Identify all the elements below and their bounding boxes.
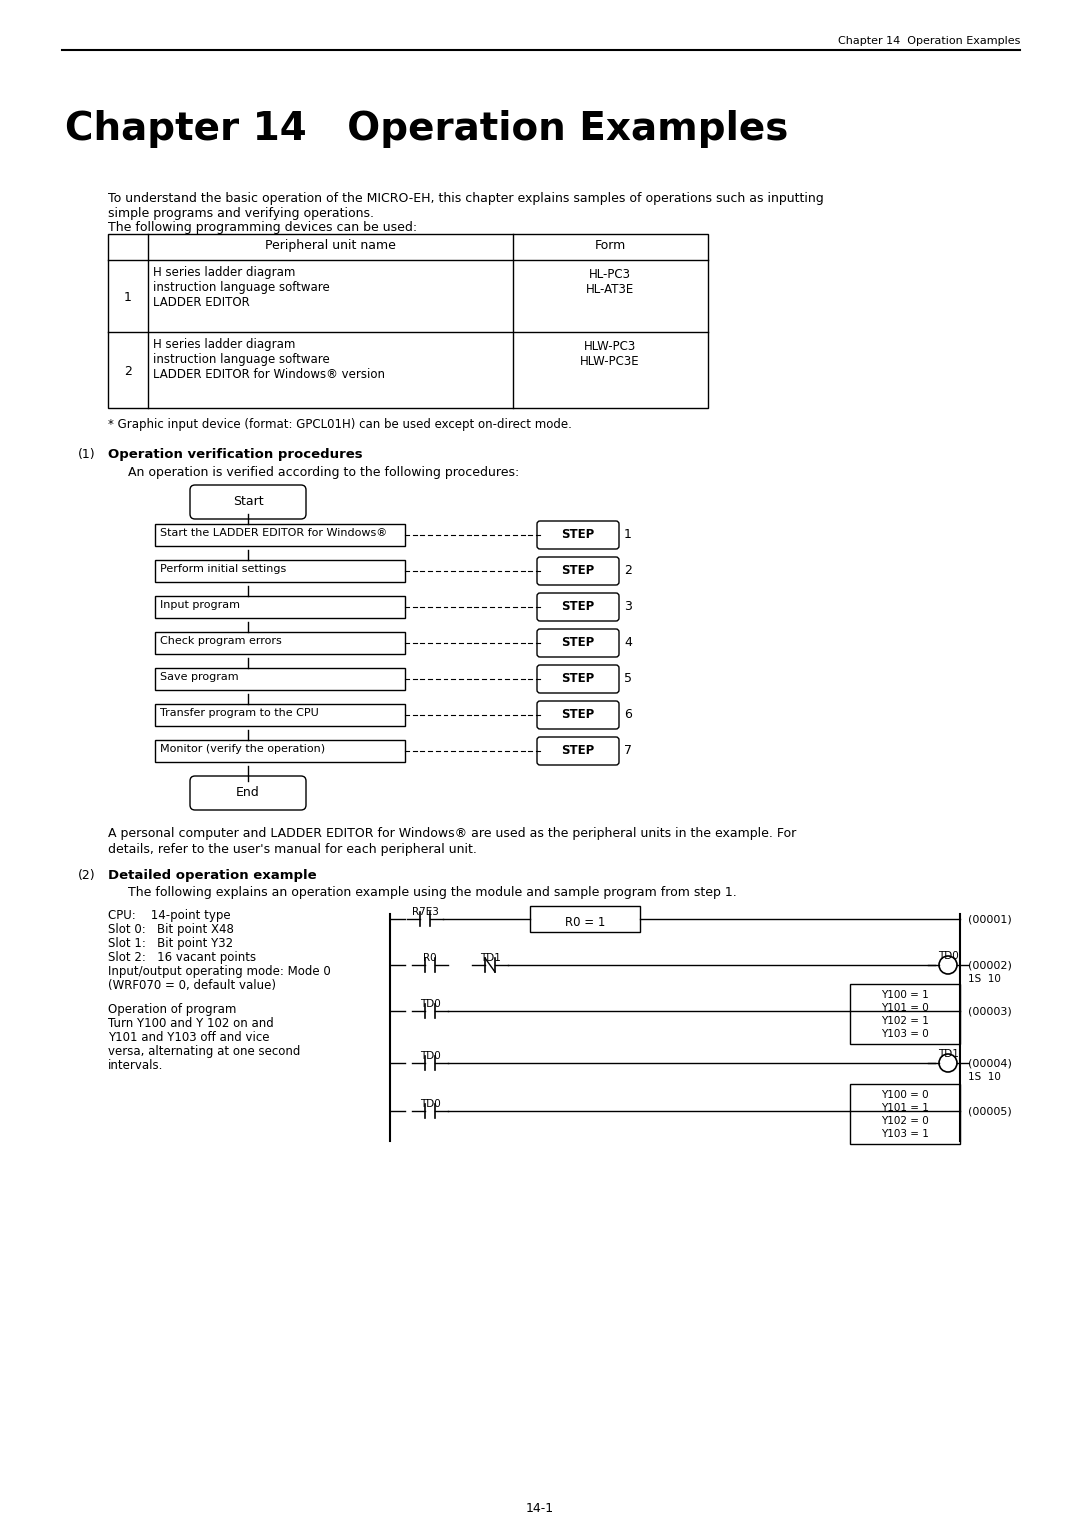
Text: Y102 = 1: Y102 = 1 bbox=[881, 1016, 929, 1025]
Text: Form: Form bbox=[594, 238, 625, 252]
Text: 5: 5 bbox=[624, 672, 632, 685]
Text: Transfer program to the CPU: Transfer program to the CPU bbox=[160, 707, 319, 718]
Text: HL-AT3E: HL-AT3E bbox=[585, 283, 634, 296]
Text: Operation of program: Operation of program bbox=[108, 1002, 237, 1016]
Text: An operation is verified according to the following procedures:: An operation is verified according to th… bbox=[129, 466, 519, 478]
Text: To understand the basic operation of the MICRO-EH, this chapter explains samples: To understand the basic operation of the… bbox=[108, 193, 824, 205]
Bar bbox=[156, 633, 405, 654]
Text: Slot 2:   16 vacant points: Slot 2: 16 vacant points bbox=[108, 950, 256, 964]
Text: 4: 4 bbox=[624, 636, 632, 649]
Text: details, refer to the user's manual for each peripheral unit.: details, refer to the user's manual for … bbox=[108, 843, 477, 856]
Bar bbox=[850, 1083, 960, 1144]
Text: End: End bbox=[237, 785, 260, 799]
Text: 1S  10: 1S 10 bbox=[968, 1073, 1001, 1082]
Text: 2: 2 bbox=[124, 365, 132, 377]
Text: Y101 = 0: Y101 = 0 bbox=[881, 1002, 929, 1013]
Text: Detailed operation example: Detailed operation example bbox=[108, 869, 316, 882]
Text: 1: 1 bbox=[624, 529, 632, 541]
Text: LADDER EDITOR: LADDER EDITOR bbox=[153, 296, 249, 309]
Text: STEP: STEP bbox=[562, 529, 595, 541]
Text: HL-PC3: HL-PC3 bbox=[589, 267, 631, 281]
Text: Start: Start bbox=[232, 495, 264, 507]
Text: H series ladder diagram: H series ladder diagram bbox=[153, 266, 295, 280]
Text: Y101 = 1: Y101 = 1 bbox=[881, 1103, 929, 1112]
Text: Save program: Save program bbox=[160, 672, 239, 681]
Text: TD0: TD0 bbox=[420, 1099, 441, 1109]
Text: * Graphic input device (format: GPCL01H) can be used except on-direct mode.: * Graphic input device (format: GPCL01H)… bbox=[108, 419, 572, 431]
Text: Slot 1:   Bit point Y32: Slot 1: Bit point Y32 bbox=[108, 937, 233, 950]
Text: Chapter 14   Operation Examples: Chapter 14 Operation Examples bbox=[65, 110, 788, 148]
Text: (00005): (00005) bbox=[968, 1106, 1012, 1117]
Text: TD0: TD0 bbox=[937, 950, 958, 961]
Bar bbox=[156, 668, 405, 691]
Text: 3: 3 bbox=[624, 601, 632, 613]
Text: A personal computer and LADDER EDITOR for Windows® are used as the peripheral un: A personal computer and LADDER EDITOR fo… bbox=[108, 827, 796, 840]
Bar bbox=[156, 740, 405, 762]
Bar bbox=[108, 234, 708, 408]
Text: STEP: STEP bbox=[562, 636, 595, 649]
Text: (00004): (00004) bbox=[968, 1059, 1012, 1070]
Text: 14-1: 14-1 bbox=[526, 1502, 554, 1514]
Text: (WRF070 = 0, default value): (WRF070 = 0, default value) bbox=[108, 979, 276, 992]
Text: (2): (2) bbox=[78, 869, 96, 882]
Text: The following programming devices can be used:: The following programming devices can be… bbox=[108, 222, 417, 234]
Text: Slot 0:   Bit point X48: Slot 0: Bit point X48 bbox=[108, 923, 234, 937]
Text: (00002): (00002) bbox=[968, 961, 1012, 970]
Text: instruction language software: instruction language software bbox=[153, 281, 329, 293]
Text: R7E3: R7E3 bbox=[411, 908, 438, 917]
Text: LADDER EDITOR for Windows® version: LADDER EDITOR for Windows® version bbox=[153, 368, 384, 380]
Text: instruction language software: instruction language software bbox=[153, 353, 329, 367]
Text: TD1: TD1 bbox=[480, 953, 500, 963]
Text: Input/output operating mode: Mode 0: Input/output operating mode: Mode 0 bbox=[108, 966, 330, 978]
Text: H series ladder diagram: H series ladder diagram bbox=[153, 338, 295, 351]
Text: STEP: STEP bbox=[562, 707, 595, 721]
Text: Y101 and Y103 off and vice: Y101 and Y103 off and vice bbox=[108, 1031, 270, 1044]
Text: STEP: STEP bbox=[562, 672, 595, 685]
Text: Y100 = 1: Y100 = 1 bbox=[881, 990, 929, 999]
Text: Check program errors: Check program errors bbox=[160, 636, 282, 646]
Text: Monitor (verify the operation): Monitor (verify the operation) bbox=[160, 744, 325, 753]
Text: Turn Y100 and Y 102 on and: Turn Y100 and Y 102 on and bbox=[108, 1018, 273, 1030]
Text: (1): (1) bbox=[78, 448, 96, 461]
Text: TD1: TD1 bbox=[937, 1050, 958, 1059]
Text: HLW-PC3E: HLW-PC3E bbox=[580, 354, 639, 368]
Text: 1: 1 bbox=[124, 290, 132, 304]
Text: 6: 6 bbox=[624, 707, 632, 721]
Text: STEP: STEP bbox=[562, 744, 595, 756]
Text: STEP: STEP bbox=[562, 564, 595, 578]
Text: TD0: TD0 bbox=[420, 999, 441, 1008]
Bar bbox=[156, 704, 405, 726]
Bar bbox=[156, 596, 405, 617]
Text: Peripheral unit name: Peripheral unit name bbox=[265, 238, 395, 252]
Text: simple programs and verifying operations.: simple programs and verifying operations… bbox=[108, 206, 374, 220]
Text: Y103 = 1: Y103 = 1 bbox=[881, 1129, 929, 1138]
Text: Perform initial settings: Perform initial settings bbox=[160, 564, 286, 575]
Bar bbox=[156, 524, 405, 545]
Text: CPU:    14-point type: CPU: 14-point type bbox=[108, 909, 231, 921]
Bar bbox=[530, 906, 640, 932]
Text: Start the LADDER EDITOR for Windows®: Start the LADDER EDITOR for Windows® bbox=[160, 529, 388, 538]
Text: Y100 = 0: Y100 = 0 bbox=[881, 1089, 929, 1100]
Text: STEP: STEP bbox=[562, 601, 595, 613]
Bar bbox=[156, 559, 405, 582]
Text: 7: 7 bbox=[624, 744, 632, 756]
Text: HLW-PC3: HLW-PC3 bbox=[584, 341, 636, 353]
Text: 1S  10: 1S 10 bbox=[968, 973, 1001, 984]
Text: R0 = 1: R0 = 1 bbox=[565, 915, 605, 929]
Text: Y103 = 0: Y103 = 0 bbox=[881, 1028, 929, 1039]
Text: intervals.: intervals. bbox=[108, 1059, 163, 1073]
Text: Input program: Input program bbox=[160, 601, 240, 610]
Text: Chapter 14  Operation Examples: Chapter 14 Operation Examples bbox=[838, 37, 1020, 46]
Text: (00003): (00003) bbox=[968, 1007, 1012, 1018]
Text: 2: 2 bbox=[624, 564, 632, 578]
Text: versa, alternating at one second: versa, alternating at one second bbox=[108, 1045, 300, 1057]
Text: Y102 = 0: Y102 = 0 bbox=[881, 1115, 929, 1126]
Text: (00001): (00001) bbox=[968, 915, 1012, 924]
Text: R0: R0 bbox=[423, 953, 436, 963]
Text: Operation verification procedures: Operation verification procedures bbox=[108, 448, 363, 461]
Text: TD0: TD0 bbox=[420, 1051, 441, 1060]
Bar bbox=[850, 984, 960, 1044]
Text: The following explains an operation example using the module and sample program : The following explains an operation exam… bbox=[129, 886, 737, 898]
